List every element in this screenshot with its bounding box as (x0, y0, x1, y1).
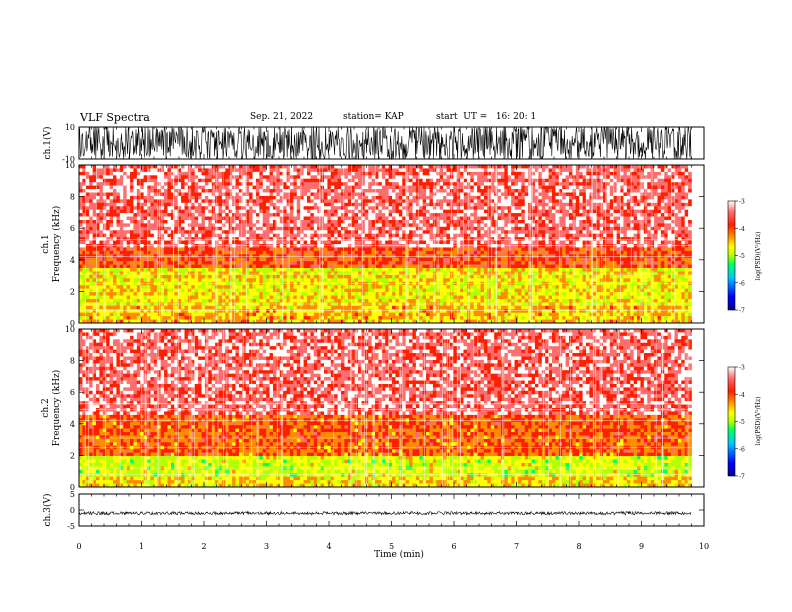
xtick-label: 7 (514, 542, 519, 551)
ch3-ylabel: ch.3(V) (42, 494, 53, 527)
xtick-label: 4 (326, 542, 331, 551)
ytick-label-2: 2 (70, 451, 75, 460)
ytick-label-1: 2 (70, 287, 75, 296)
xtick-label: 9 (639, 542, 644, 551)
colorbar-tick-label: -7 (739, 308, 745, 315)
colorbar-tick-label: -3 (739, 365, 745, 372)
ytick-label-1: 6 (70, 224, 75, 233)
ytick-label-3: -5 (67, 522, 75, 531)
colorbar-tick-label: -6 (739, 446, 745, 453)
ch2-colorbar (727, 366, 736, 477)
ytick-label-3: 5 (70, 490, 75, 499)
colorbar-tick-label: -5 (739, 253, 745, 260)
ytick-label-2: 6 (70, 388, 75, 397)
xtick-label: 2 (201, 542, 206, 551)
ch1-ylabel: ch.1(V) (42, 127, 53, 160)
ytick-label-1: 8 (70, 193, 75, 202)
ytick-label-2: 0 (70, 483, 75, 492)
ch2-spectrogram (79, 329, 704, 488)
date-label: Sep. 21, 2022 (250, 112, 314, 122)
colorbar-tick-label: -4 (739, 392, 745, 399)
ch2-spectrogram-ylabel: ch.2 Frequency (kHz) (41, 370, 62, 447)
ch2-colorbar-label: log(PSD)(V²/Hz) (755, 397, 762, 446)
ytick-label-3: 0 (70, 506, 75, 515)
ch1-waveform-trace (78, 125, 692, 161)
xtick-label: 0 (76, 542, 81, 551)
xtick-label: 8 (576, 542, 581, 551)
ch3-waveform-trace (78, 510, 692, 516)
ytick-label-2: 8 (70, 357, 75, 366)
ytick-label-2: 10 (65, 325, 75, 334)
ytick-label-2: 4 (70, 420, 75, 429)
ytick-label-1: 0 (70, 319, 75, 328)
ytick-label-1: 4 (70, 256, 75, 265)
xtick-label: 3 (264, 542, 269, 551)
ch1-spectrogram-ylabel: ch.1 Frequency (kHz) (41, 206, 62, 283)
ch1-spectrogram (79, 165, 704, 324)
colorbar-tick-label: -3 (739, 199, 745, 206)
xtick-label: 6 (451, 542, 456, 551)
xtick-label: 5 (389, 542, 394, 551)
ch1-colorbar-label: log(PSD)(V²/Hz) (755, 232, 762, 281)
xtick-label: 1 (139, 542, 144, 551)
chart-title: VLF Spectra (80, 111, 150, 124)
colorbar-tick-label: -6 (739, 280, 745, 287)
colorbar-tick-label: -4 (739, 226, 745, 233)
x-axis-label: Time (min) (374, 549, 424, 560)
colorbar-tick-label: -7 (739, 474, 745, 481)
start-time-label: start UT = 16: 20: 1 (436, 112, 537, 122)
xtick-label: 10 (699, 542, 709, 551)
colorbar-tick-label: -5 (739, 419, 745, 426)
ytick-label-1: 10 (65, 161, 75, 170)
ytick-label-0: 10 (65, 123, 75, 132)
ytick-label-0: -10 (62, 155, 75, 164)
station-label: station= KAP (343, 112, 404, 122)
ch1-colorbar (727, 200, 736, 311)
